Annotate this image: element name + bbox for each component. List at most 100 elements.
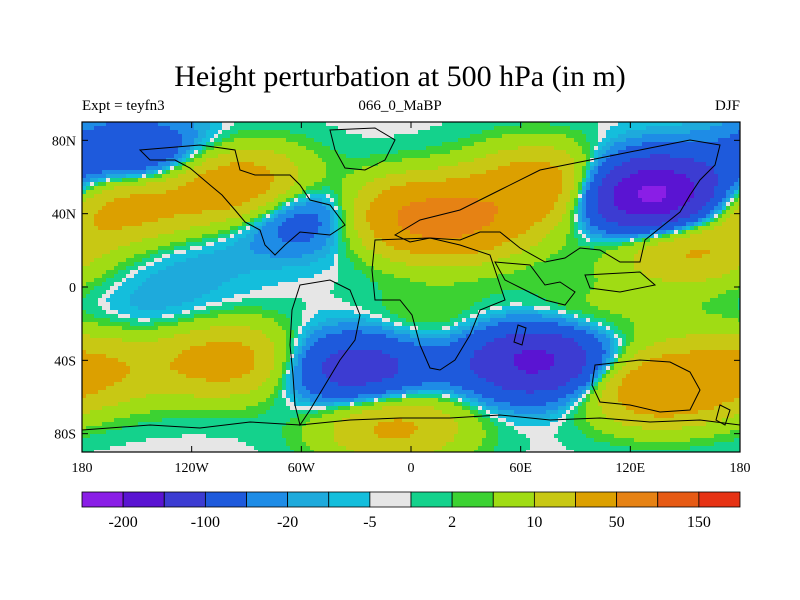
field-cell: [302, 418, 307, 423]
field-cell: [294, 442, 299, 447]
field-cell: [82, 394, 87, 399]
field-cell: [266, 310, 271, 315]
field-cell: [162, 254, 167, 259]
field-cell: [230, 382, 235, 387]
field-cell: [258, 318, 263, 323]
field-cell: [226, 138, 231, 143]
field-cell: [194, 214, 199, 219]
field-cell: [138, 278, 143, 283]
field-cell: [194, 362, 199, 367]
field-cell: [106, 446, 111, 451]
field-cell: [198, 314, 203, 319]
field-cell: [250, 258, 255, 263]
field-cell: [202, 242, 207, 247]
field-cell: [242, 170, 247, 175]
field-cell: [190, 134, 195, 139]
field-cell: [234, 174, 239, 179]
field-cell: [150, 302, 155, 307]
field-cell: [110, 134, 115, 139]
field-cell: [114, 314, 119, 319]
field-cell: [90, 242, 95, 247]
field-cell: [102, 170, 107, 175]
field-cell: [138, 142, 143, 147]
field-cell: [94, 330, 99, 335]
field-cell: [262, 254, 267, 259]
field-cell: [234, 294, 239, 299]
field-cell: [234, 230, 239, 235]
field-cell: [106, 442, 111, 447]
field-cell: [314, 270, 319, 275]
field-cell: [194, 210, 199, 215]
field-cell: [222, 194, 227, 199]
field-cell: [226, 154, 231, 159]
field-cell: [286, 154, 291, 159]
field-cell: [242, 226, 247, 231]
field-cell: [110, 394, 115, 399]
field-cell: [102, 246, 107, 251]
field-cell: [114, 350, 119, 355]
field-cell: [86, 278, 91, 283]
field-cell: [266, 266, 271, 271]
field-cell: [86, 186, 91, 191]
field-cell: [222, 286, 227, 291]
field-cell: [190, 222, 195, 227]
field-cell: [94, 362, 99, 367]
field-cell: [106, 378, 111, 383]
field-cell: [266, 170, 271, 175]
field-cell: [314, 310, 319, 315]
field-cell: [202, 382, 207, 387]
field-cell: [158, 182, 163, 187]
field-cell: [214, 142, 219, 147]
field-cell: [86, 406, 91, 411]
field-cell: [190, 182, 195, 187]
field-cell: [150, 254, 155, 259]
field-cell: [178, 298, 183, 303]
field-cell: [314, 218, 319, 223]
field-cell: [306, 254, 311, 259]
field-cell: [294, 382, 299, 387]
field-cell: [126, 338, 131, 343]
field-cell: [290, 126, 295, 131]
field-cell: [258, 206, 263, 211]
field-cell: [142, 406, 147, 411]
field-cell: [318, 346, 323, 351]
field-cell: [290, 386, 295, 391]
field-cell: [178, 426, 183, 431]
field-cell: [218, 398, 223, 403]
field-cell: [322, 166, 327, 171]
field-cell: [206, 178, 211, 183]
field-cell: [242, 206, 247, 211]
field-cell: [102, 290, 107, 295]
field-cell: [118, 202, 123, 207]
field-cell: [118, 242, 123, 247]
field-cell: [158, 150, 163, 155]
field-cell: [98, 286, 103, 291]
field-cell: [186, 418, 191, 423]
field-cell: [306, 426, 311, 431]
field-cell: [214, 162, 219, 167]
field-cell: [166, 434, 171, 439]
field-cell: [274, 322, 279, 327]
field-cell: [154, 314, 159, 319]
field-cell: [254, 294, 259, 299]
field-cell: [178, 194, 183, 199]
field-cell: [182, 314, 187, 319]
field-cell: [174, 230, 179, 235]
field-cell: [170, 326, 175, 331]
field-cell: [250, 338, 255, 343]
field-cell: [218, 162, 223, 167]
field-cell: [318, 434, 323, 439]
field-cell: [182, 402, 187, 407]
field-cell: [302, 158, 307, 163]
field-cell: [154, 178, 159, 183]
field-cell: [234, 182, 239, 187]
field-cell: [114, 422, 119, 427]
field-cell: [134, 362, 139, 367]
field-cell: [158, 282, 163, 287]
field-cell: [214, 398, 219, 403]
field-cell: [134, 398, 139, 403]
field-cell: [110, 170, 115, 175]
field-cell: [102, 434, 107, 439]
field-cell: [118, 250, 123, 255]
field-cell: [194, 274, 199, 279]
